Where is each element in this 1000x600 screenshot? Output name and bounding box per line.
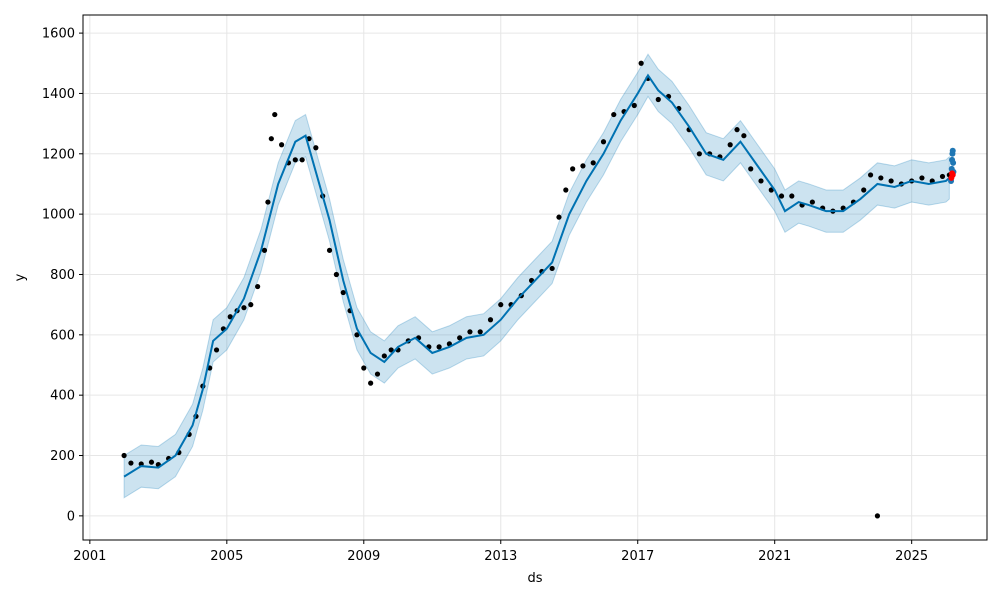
y-tick-label: 200: [50, 449, 75, 464]
observed-point: [227, 314, 233, 320]
observed-point: [477, 329, 483, 335]
observed-point: [361, 365, 367, 371]
y-tick-label: 1400: [42, 87, 75, 102]
observed-point: [556, 214, 562, 220]
observed-points: [121, 60, 952, 519]
observed-point: [457, 335, 463, 341]
x-tick-label: 2001: [73, 549, 106, 564]
y-tick-label: 1600: [42, 27, 75, 42]
observed-point: [368, 380, 374, 386]
observed-point: [789, 193, 795, 199]
x-axis: 2001 2005 2009 2013 2017 2021 2025: [73, 540, 928, 564]
plot-frame: [82, 14, 988, 541]
observed-point: [549, 265, 555, 272]
x-tick-label: 2009: [347, 549, 380, 564]
y-axis-label: y: [13, 273, 28, 281]
observed-point: [867, 172, 874, 178]
observed-point: [279, 142, 285, 148]
observed-point: [861, 187, 867, 193]
observed-point: [580, 163, 586, 169]
x-tick-label: 2021: [758, 549, 791, 564]
observed-point: [696, 151, 702, 157]
observed-point: [734, 127, 740, 133]
observed-point: [758, 178, 764, 184]
observed-point: [498, 302, 504, 308]
x-tick-label: 2025: [895, 549, 928, 564]
grid-lines: [83, 15, 987, 540]
observed-point: [313, 145, 319, 151]
observed-point: [631, 102, 637, 109]
highlight-point: [949, 171, 956, 178]
observed-point: [299, 157, 305, 163]
observed-point: [326, 247, 333, 253]
observed-point: [590, 160, 596, 166]
observed-point: [272, 111, 278, 118]
observed-point: [487, 317, 494, 323]
y-axis: 0 200 400 600 800 1000 1200 1400 1600: [42, 27, 83, 524]
observed-point: [333, 271, 339, 278]
y-tick-label: 400: [50, 389, 75, 404]
observed-point: [655, 96, 661, 103]
y-tick-label: 800: [50, 268, 75, 283]
y-tick-label: 1200: [42, 147, 75, 162]
observed-point: [436, 344, 442, 350]
observed-point: [255, 283, 261, 290]
observed-point: [727, 142, 733, 148]
observed-point: [878, 175, 884, 181]
observed-point: [888, 178, 894, 184]
observed-point: [638, 60, 644, 66]
observed-point: [121, 452, 127, 459]
y-tick-label: 1000: [42, 208, 75, 223]
observed-point: [340, 289, 346, 296]
observed-point: [265, 199, 271, 205]
observed-point: [261, 247, 268, 253]
observed-point: [939, 173, 946, 180]
observed-point: [919, 175, 925, 181]
observed-point: [748, 166, 754, 172]
observed-point: [809, 199, 815, 205]
observed-point: [354, 332, 360, 338]
observed-point: [374, 371, 381, 377]
y-tick-label: 0: [67, 509, 75, 524]
observed-point: [741, 133, 747, 139]
x-tick-label: 2005: [210, 549, 243, 564]
x-axis-label: ds: [527, 571, 542, 586]
observed-point: [292, 157, 298, 163]
x-tick-label: 2013: [484, 549, 517, 564]
observed-point: [611, 111, 617, 118]
observed-point: [148, 459, 155, 465]
observed-point: [388, 347, 394, 353]
outlier-point: [874, 513, 881, 519]
x-tick-label: 2017: [621, 549, 654, 564]
observed-point: [778, 193, 785, 199]
observed-point: [213, 347, 220, 353]
observed-point: [381, 353, 387, 359]
observed-point: [268, 136, 274, 142]
y-tick-label: 600: [50, 328, 75, 343]
observed-point: [563, 187, 569, 193]
observed-point: [241, 305, 247, 311]
observed-point: [467, 329, 473, 335]
future-point: [950, 159, 957, 166]
future-point: [949, 147, 956, 154]
observed-point: [600, 139, 607, 145]
observed-point: [128, 460, 134, 466]
observed-point: [248, 302, 254, 308]
uncertainty-band: [123, 53, 950, 499]
observed-point: [570, 166, 576, 172]
highlight-points: [948, 170, 956, 181]
forecast-line: [123, 73, 950, 478]
